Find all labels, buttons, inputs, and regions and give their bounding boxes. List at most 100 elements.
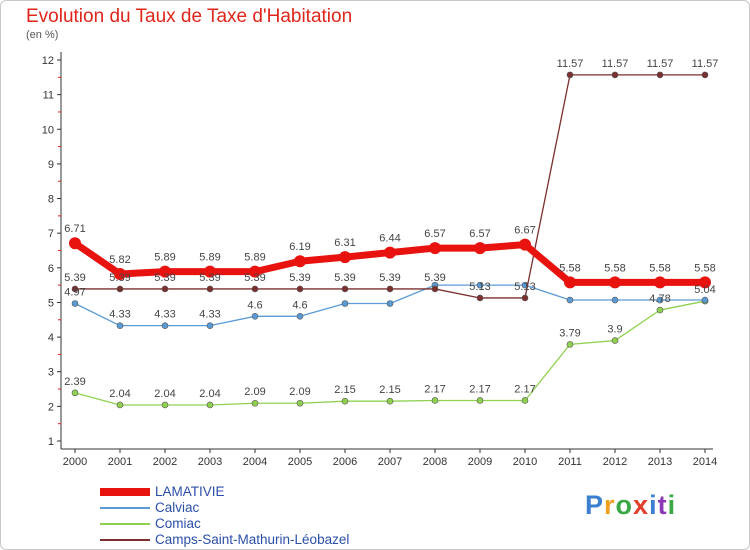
y-tick-label: 5 — [48, 297, 54, 309]
data-label: 2.17 — [514, 383, 535, 395]
data-label: 11.57 — [557, 58, 584, 70]
data-point — [654, 276, 666, 289]
data-point — [206, 322, 214, 329]
data-point — [611, 296, 619, 304]
data-point — [251, 399, 259, 407]
data-point — [476, 294, 484, 302]
x-tick-label: 2006 — [333, 456, 357, 468]
data-label: 5.13 — [514, 281, 535, 293]
data-point — [701, 71, 709, 79]
data-point — [69, 237, 81, 250]
data-label: 5.39 — [64, 272, 85, 284]
data-label: 5.39 — [154, 272, 175, 284]
data-point — [431, 285, 439, 293]
x-tick-label: 2014 — [693, 456, 717, 468]
legend-item-comiac: Comiac — [100, 516, 460, 532]
data-point — [521, 397, 529, 404]
data-label: 2.04 — [199, 388, 220, 400]
data-label: 5.89 — [154, 252, 175, 264]
data-point — [656, 296, 664, 304]
y-tick-label: 3 — [48, 367, 54, 379]
x-tick-label: 2003 — [198, 456, 222, 468]
legend: LAMATIVIE Calviac Comiac Camps-Saint-Mat… — [100, 484, 460, 548]
data-label: 5.39 — [424, 272, 445, 284]
legend-label: LAMATIVIE — [155, 484, 225, 499]
legend-label: Camps-Saint-Mathurin-Léobazel — [155, 532, 350, 547]
data-label: 5.04 — [694, 284, 715, 296]
y-tick-label: 7 — [48, 228, 54, 240]
data-point — [476, 281, 484, 289]
data-point — [474, 242, 486, 255]
data-point — [656, 71, 664, 79]
data-label: 2.17 — [469, 383, 490, 395]
data-point — [116, 401, 124, 409]
data-label: 5.39 — [334, 272, 355, 284]
data-label: 4.33 — [109, 309, 130, 321]
data-point — [656, 306, 664, 314]
data-point — [566, 296, 574, 304]
data-point — [206, 285, 214, 293]
data-point — [476, 397, 484, 404]
legend-swatch — [100, 523, 150, 525]
data-point — [386, 300, 394, 307]
data-label: 2.09 — [244, 386, 265, 398]
data-label: 3.79 — [559, 327, 580, 339]
data-label: 5.39 — [244, 272, 265, 284]
data-label: 5.89 — [244, 252, 265, 264]
legend-item-calviac: Calviac — [100, 500, 460, 516]
x-tick-label: 2012 — [603, 456, 627, 468]
data-label: 4.6 — [292, 299, 307, 311]
data-point — [296, 399, 304, 407]
data-label: 3.9 — [607, 324, 622, 336]
data-label: 5.39 — [109, 272, 130, 284]
x-tick-label: 2002 — [153, 456, 177, 468]
chart-subtitle: (en %) — [26, 29, 59, 41]
x-tick-label: 2005 — [288, 456, 312, 468]
data-point — [386, 285, 394, 293]
data-point — [701, 296, 709, 304]
y-tick-label: 1 — [48, 436, 54, 448]
data-label: 5.58 — [604, 262, 625, 274]
y-tick-label: 12 — [42, 55, 54, 67]
data-label: 5.89 — [199, 252, 220, 264]
data-point — [296, 285, 304, 293]
data-label: 5.39 — [289, 272, 310, 284]
data-label: 2.09 — [289, 386, 310, 398]
data-point — [611, 71, 619, 79]
data-point — [71, 285, 79, 293]
y-tick-label: 10 — [42, 124, 54, 136]
legend-label: Calviac — [155, 500, 200, 515]
data-label: 2.15 — [379, 384, 400, 396]
data-point — [251, 313, 259, 320]
data-point — [341, 285, 349, 293]
chart-title: Evolution du Taux de Taxe d'Habitation — [26, 6, 353, 27]
data-label: 5.39 — [199, 272, 220, 284]
data-label: 11.57 — [647, 58, 674, 70]
data-point — [339, 251, 351, 264]
data-label: 2.04 — [154, 388, 175, 400]
data-point — [294, 255, 306, 268]
data-label: 2.17 — [424, 383, 445, 395]
data-point — [161, 285, 169, 293]
legend-label: Comiac — [155, 516, 201, 531]
data-label: 4.33 — [154, 309, 175, 321]
data-label: 11.57 — [692, 58, 719, 70]
data-point — [564, 276, 576, 289]
data-point — [161, 322, 169, 329]
data-point — [611, 337, 619, 344]
x-tick-label: 2008 — [423, 456, 447, 468]
data-label: 2.39 — [64, 376, 85, 388]
data-point — [519, 238, 531, 251]
y-tick-label: 11 — [43, 90, 54, 102]
data-label: 11.57 — [602, 58, 629, 70]
x-tick-label: 2009 — [468, 456, 492, 468]
data-label: 5.58 — [559, 262, 580, 274]
legend-swatch — [100, 539, 150, 541]
y-tick-label: 4 — [48, 332, 54, 344]
data-point — [71, 300, 79, 307]
data-point — [566, 341, 574, 348]
legend-swatch — [100, 507, 150, 509]
x-tick-label: 2001 — [108, 456, 132, 468]
data-label: 4.6 — [247, 299, 262, 311]
